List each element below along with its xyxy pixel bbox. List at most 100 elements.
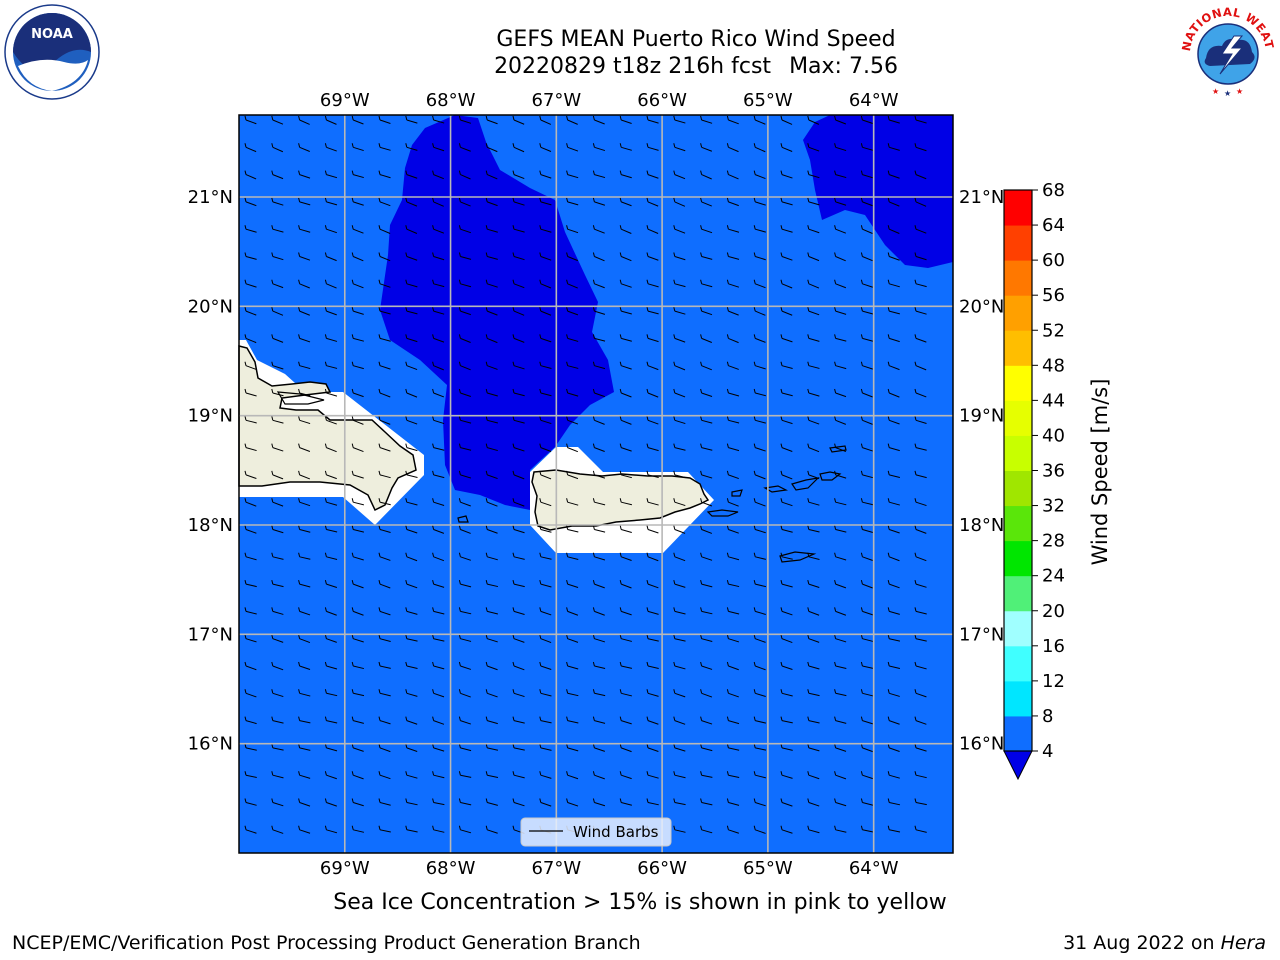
wind-barb <box>780 115 793 125</box>
wind-barb <box>860 798 874 806</box>
wind-barb <box>351 634 364 643</box>
wind-barb <box>700 771 713 778</box>
wind-barb <box>458 825 472 834</box>
wind-barb <box>351 143 364 152</box>
wind-barb <box>780 170 793 179</box>
wind-barb <box>432 661 445 670</box>
wind-barb <box>726 607 740 615</box>
wind-barb <box>244 252 257 260</box>
wind-barb <box>914 279 927 288</box>
wind-barb <box>405 143 418 151</box>
colorbar-bin <box>1004 610 1032 647</box>
wind-barb <box>485 279 498 288</box>
wind-barb <box>271 170 284 180</box>
wind-barb <box>887 388 900 398</box>
wind-barb <box>807 825 820 834</box>
wind-barb <box>324 416 337 425</box>
wind-barb <box>351 689 365 697</box>
wind-barb <box>512 525 525 534</box>
wind-barb <box>887 661 901 669</box>
wind-barb <box>780 306 793 316</box>
wind-barb <box>244 470 257 480</box>
wind-barb <box>566 498 579 506</box>
wind-barb <box>298 743 311 751</box>
wind-barb <box>566 388 579 397</box>
lat-tick-label: 16°N <box>959 734 1004 755</box>
lat-tick-label: 20°N <box>188 296 233 317</box>
wind-barb <box>726 825 739 834</box>
wind-barb <box>432 170 444 180</box>
wind-barb <box>244 798 257 806</box>
lon-tick-label: 68°W <box>426 858 476 879</box>
wind-barb <box>646 661 659 669</box>
chart-title: GEFS MEAN Puerto Rico Wind Speed <box>496 27 896 52</box>
wind-barb <box>780 525 793 533</box>
wind-barb <box>673 197 686 207</box>
colorbar-bin <box>1004 225 1032 261</box>
wind-barb <box>351 716 364 724</box>
wind-barb <box>887 689 900 697</box>
wind-barb <box>378 607 391 616</box>
wind-barb <box>244 579 257 588</box>
colorbar-bin <box>1004 575 1032 612</box>
wind-barb <box>619 170 632 179</box>
wind-barb <box>834 143 847 152</box>
wind-barb <box>592 716 606 724</box>
wind-barb <box>405 498 418 506</box>
wind-barb <box>298 579 311 588</box>
wind-barb <box>244 607 257 615</box>
wind-barb <box>485 689 498 698</box>
wind-barb <box>378 661 391 669</box>
wind-barb <box>298 498 311 507</box>
wind-barb <box>887 825 901 833</box>
wind-barb <box>807 197 820 206</box>
wind-barb <box>700 716 713 725</box>
wind-barb <box>673 252 686 261</box>
wind-barb <box>539 525 552 533</box>
wind-barb <box>432 579 445 588</box>
wind-barb <box>834 634 847 643</box>
wind-barb <box>458 743 472 752</box>
wind-barb <box>458 498 471 507</box>
wind-barb <box>887 143 900 151</box>
wind-barb <box>432 771 445 779</box>
wind-barb <box>780 225 793 233</box>
wind-barb <box>378 552 391 561</box>
colorbar-bin <box>1004 645 1032 682</box>
wind-barb <box>378 743 391 753</box>
wind-barb <box>753 798 766 807</box>
wind-barb <box>700 334 712 343</box>
wind-barb <box>539 716 552 724</box>
wind-barb <box>673 170 686 180</box>
colorbar-tick-label: 16 <box>1042 636 1065 657</box>
wind-barb <box>646 470 659 478</box>
wind-barb <box>378 225 391 234</box>
wind-barb <box>700 552 713 561</box>
wind-barb <box>646 716 659 725</box>
wind-barb <box>405 607 418 615</box>
wind-barb <box>726 416 740 424</box>
lon-tick-label: 65°W <box>743 858 793 879</box>
wind-barb <box>566 470 579 480</box>
wind-barb <box>566 634 579 643</box>
wind-barb <box>673 798 686 806</box>
wind-barb <box>298 279 310 289</box>
wind-barb <box>512 634 525 643</box>
lat-tick-label: 20°N <box>959 296 1004 317</box>
wind-barb <box>646 689 659 697</box>
wind-barb <box>432 634 445 642</box>
wind-barb <box>834 443 847 452</box>
wind-barb <box>592 416 605 425</box>
lat-tick-label: 17°N <box>188 624 233 645</box>
wind-barb <box>646 416 659 425</box>
wind-barb <box>619 552 632 561</box>
wind-barb <box>780 334 793 343</box>
legend-label: Wind Barbs <box>573 823 659 841</box>
wind-barb <box>244 716 257 725</box>
wind-barb <box>298 443 311 452</box>
wind-barb <box>860 689 874 697</box>
wind-barb <box>324 579 338 588</box>
wind-barb <box>914 825 927 833</box>
wind-barb <box>753 115 766 125</box>
wind-barb <box>780 607 793 616</box>
